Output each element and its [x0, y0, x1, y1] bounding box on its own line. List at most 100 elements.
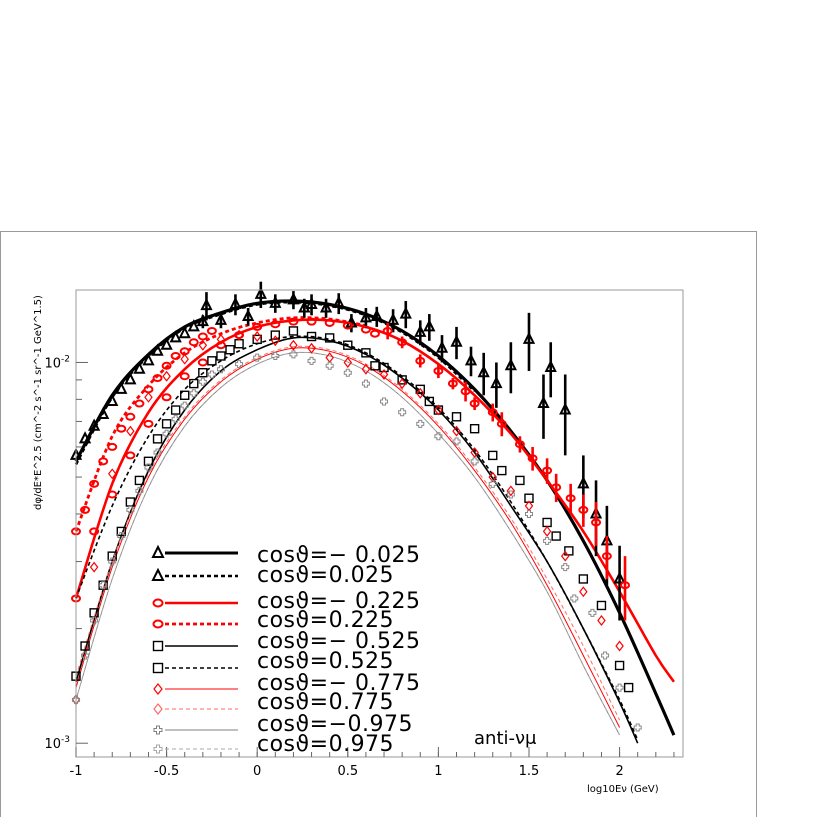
- data-point: [180, 390, 190, 400]
- data-point: [379, 368, 389, 380]
- data-point: [360, 325, 371, 334]
- legend-entry-0: cosϑ=− 0.025: [151, 543, 420, 568]
- data-point: [544, 359, 557, 373]
- data-point: [305, 296, 318, 309]
- data-point: [197, 332, 208, 341]
- data-point: [424, 396, 435, 407]
- legend-entry-8: cosϑ=−0.975: [153, 712, 413, 737]
- data-point: [215, 341, 226, 350]
- data-point: [143, 419, 154, 428]
- data-point: [564, 546, 574, 556]
- legend-label: cosϑ=− 0.225: [257, 589, 420, 614]
- series-curve-9: [75, 351, 620, 736]
- data-point: [306, 331, 317, 342]
- data-point: [325, 361, 334, 370]
- legend-label: cosϑ=− 0.025: [257, 543, 420, 568]
- series-curve-6: [75, 347, 621, 728]
- data-point: [152, 374, 163, 383]
- circle-marker-icon: [152, 598, 164, 608]
- data-point: [614, 660, 625, 671]
- data-point: [359, 310, 373, 323]
- x-tick-label: 0.5: [337, 764, 358, 779]
- data-point: [125, 451, 136, 460]
- data-point: [214, 312, 228, 325]
- data-point: [537, 395, 550, 409]
- data-point: [615, 640, 624, 652]
- legend-label: cosϑ=− 0.525: [257, 629, 420, 654]
- plot-frame: [0, 231, 757, 817]
- legend-label: cosϑ=− 0.775: [257, 671, 420, 696]
- data-point: [506, 490, 515, 499]
- series-curve-2: [74, 318, 675, 683]
- data-point: [543, 536, 552, 545]
- data-point: [162, 370, 171, 382]
- data-point: [601, 552, 612, 561]
- data-point: [623, 682, 634, 693]
- data-point: [180, 401, 189, 410]
- data-point: [570, 594, 579, 603]
- data-point: [161, 361, 172, 370]
- data-point: [143, 456, 154, 467]
- data-point: [270, 330, 281, 340]
- data-point: [325, 352, 334, 364]
- data-point: [452, 425, 461, 437]
- data-point: [597, 615, 606, 627]
- data-point: [591, 518, 602, 527]
- data-point: [108, 557, 117, 566]
- data-point: [361, 363, 371, 375]
- data-point: [559, 402, 572, 415]
- data-point: [98, 457, 109, 466]
- data-point: [416, 419, 425, 428]
- data-point: [343, 340, 353, 350]
- data-point: [342, 321, 353, 330]
- circle-marker-icon: [152, 619, 164, 629]
- data-point: [514, 440, 525, 449]
- data-point: [434, 432, 443, 441]
- data-point: [153, 448, 162, 457]
- data-point: [551, 531, 561, 541]
- legend-entry-7: cosϑ=0.775: [153, 690, 394, 715]
- data-point: [161, 393, 172, 402]
- legend-label: cosϑ=0.525: [257, 649, 394, 674]
- data-point: [89, 561, 99, 573]
- data-point: [423, 319, 436, 332]
- triangle-marker-icon: [151, 544, 165, 558]
- data-point: [107, 551, 117, 561]
- data-point: [89, 479, 100, 488]
- x-tick-label: 0: [253, 764, 261, 779]
- y-tick-label: 10-3: [44, 735, 70, 752]
- data-point: [415, 356, 426, 365]
- data-point: [271, 351, 280, 360]
- annotation-label: anti-νμ: [474, 728, 537, 749]
- legend-entry-9: cosϑ=0.975: [153, 732, 394, 757]
- data-point: [216, 351, 226, 361]
- data-point: [577, 476, 590, 489]
- data-point: [460, 387, 471, 396]
- data-point: [307, 356, 316, 365]
- data-point: [324, 318, 335, 327]
- legend-label: cosϑ=−0.975: [257, 712, 413, 737]
- data-point: [399, 306, 412, 319]
- data-point: [288, 326, 299, 336]
- data-point: [488, 450, 498, 461]
- data-point: [269, 295, 282, 308]
- data-point: [415, 384, 425, 395]
- data-point: [615, 683, 624, 692]
- cross-marker-icon: [153, 725, 163, 735]
- data-point: [487, 408, 498, 417]
- data-point: [207, 370, 216, 379]
- legend-entry-5: cosϑ=0.525: [152, 649, 394, 674]
- data-point: [178, 325, 191, 339]
- data-point: [414, 324, 427, 337]
- data-point: [551, 483, 562, 492]
- data-point: [542, 525, 552, 537]
- data-point: [370, 308, 383, 322]
- triangle-marker-icon: [151, 567, 165, 581]
- legend-entry-6: cosϑ=− 0.775: [153, 671, 420, 696]
- data-point: [116, 526, 126, 537]
- data-point: [596, 600, 607, 611]
- data-point: [447, 379, 458, 388]
- data-point: [124, 372, 137, 385]
